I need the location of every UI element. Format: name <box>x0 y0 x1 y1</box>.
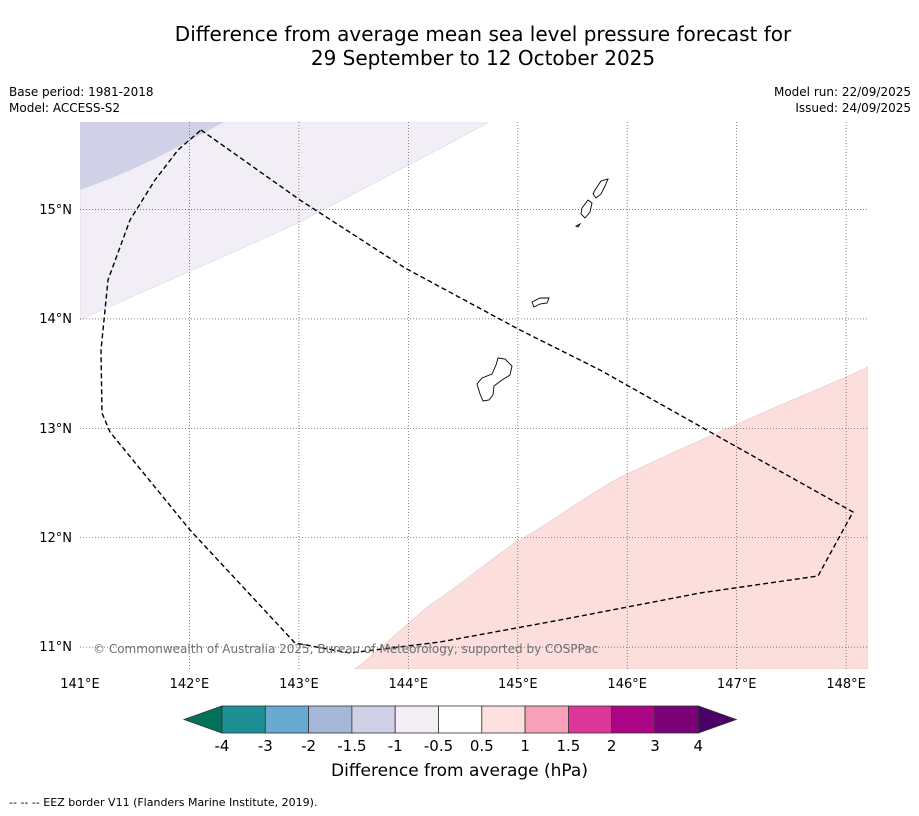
colorbar-tick-label: -0.5 <box>424 737 453 755</box>
lat-label-14: 14°N <box>39 312 72 327</box>
eez-border <box>100 129 854 654</box>
colorbar: -4 -3 -2 -1.5 -1 -0.5 0.5 1 1.5 2 3 4 <box>182 705 738 755</box>
lon-label-146: 146°E <box>607 677 647 692</box>
colorbar-segment <box>524 705 569 734</box>
colorbar-segment <box>308 705 353 734</box>
meta-right: Model run: 22/09/2025 Issued: 24/09/2025 <box>774 84 911 116</box>
lon-label-145: 145°E <box>498 677 538 692</box>
colorbar-tick-label: 2 <box>607 737 617 755</box>
lat-label-13: 13°N <box>39 422 72 437</box>
anomaly-region-minus1 <box>80 122 490 321</box>
copyright-notice: © Commonwealth of Australia 2025, Bureau… <box>93 642 598 656</box>
island-saipan <box>592 178 609 199</box>
anomaly-region-minus15 <box>80 122 224 190</box>
islands <box>476 178 609 402</box>
lon-label-143: 143°E <box>279 677 319 692</box>
colorbar-segment <box>654 705 699 734</box>
colorbar-segment <box>481 705 526 734</box>
colorbar-tick-label: -1 <box>388 737 403 755</box>
colorbar-tick-label: -2 <box>301 737 316 755</box>
lat-label-15: 15°N <box>39 203 72 218</box>
colorbar-tick-label: -3 <box>258 737 273 755</box>
lon-label-147: 147°E <box>717 677 757 692</box>
anomaly-region-plus05 <box>354 366 868 669</box>
longitude-labels: 141°E 142°E 143°E 144°E 145°E 146°E 147°… <box>60 677 866 692</box>
base-period: Base period: 1981-2018 <box>9 85 154 99</box>
lon-label-148: 148°E <box>826 677 866 692</box>
lon-label-141: 141°E <box>60 677 100 692</box>
latitude-labels: 15°N 14°N 13°N 12°N 11°N <box>39 203 72 655</box>
lat-label-12: 12°N <box>39 531 72 546</box>
colorbar-label: Difference from average (hPa) <box>331 761 588 781</box>
issued-date: Issued: 24/09/2025 <box>795 101 911 115</box>
colorbar-segment <box>438 705 483 734</box>
meta-left: Base period: 1981-2018 Model: ACCESS-S2 <box>9 84 154 116</box>
colorbar-segment <box>394 705 439 734</box>
colorbar-tick-label: -4 <box>215 737 230 755</box>
map-area[interactable]: © Commonwealth of Australia 2025, Bureau… <box>80 122 868 669</box>
colorbar-tick-label: -1.5 <box>337 737 366 755</box>
model-run: Model run: 22/09/2025 <box>773 85 911 99</box>
colorbar-extend-high <box>697 705 738 734</box>
colorbar-extend-low <box>182 705 223 734</box>
footnote: -- -- -- EEZ border V11 (Flanders Marine… <box>9 796 318 809</box>
colorbar-segment <box>221 705 266 734</box>
title-line-1: Difference from average mean sea level p… <box>174 22 792 46</box>
island-rota <box>531 297 550 308</box>
colorbar-tick-label: 1 <box>520 737 530 755</box>
colorbar-segment <box>264 705 309 734</box>
colorbar-tick-label: 0.5 <box>470 737 494 755</box>
island-aguijan <box>574 222 582 228</box>
title-line-2: 29 September to 12 October 2025 <box>310 46 656 70</box>
island-guam <box>476 357 513 402</box>
chart-title: Difference from average mean sea level p… <box>0 22 919 70</box>
island-tinian <box>580 199 593 219</box>
graticule <box>80 122 868 669</box>
lon-label-144: 144°E <box>389 677 429 692</box>
colorbar-tick-label: 4 <box>694 737 704 755</box>
lat-label-11: 11°N <box>39 640 72 655</box>
lon-label-142: 142°E <box>170 677 210 692</box>
colorbar-segment <box>351 705 396 734</box>
colorbar-segment <box>611 705 656 734</box>
colorbar-segment <box>568 705 613 734</box>
colorbar-tick-label: 3 <box>650 737 660 755</box>
colorbar-tick-label: 1.5 <box>556 737 580 755</box>
model-name: Model: ACCESS-S2 <box>9 101 121 115</box>
